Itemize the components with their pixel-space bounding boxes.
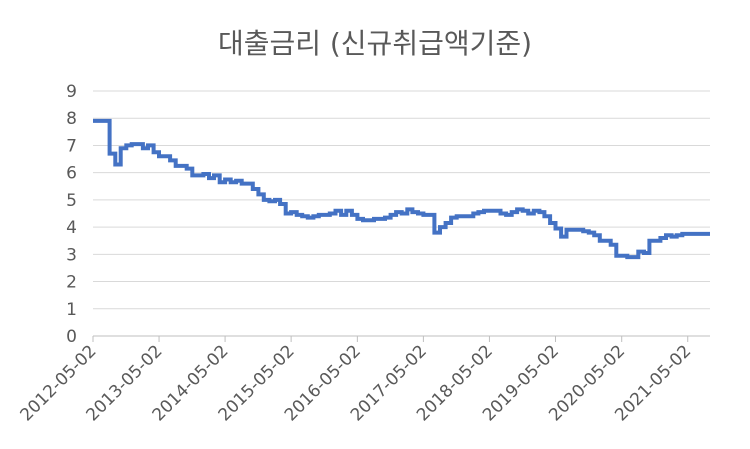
chart-title: 대출금리 (신규취급액기준) — [217, 27, 533, 60]
y-axis: 0 1 2 3 4 5 6 7 8 9 — [66, 82, 77, 347]
y-tick-label: 9 — [66, 82, 77, 102]
y-tick-label: 3 — [66, 245, 77, 265]
y-tick-label: 1 — [66, 300, 77, 320]
y-tick-label: 7 — [66, 136, 77, 156]
series-layer — [93, 118, 710, 260]
y-tick-label: 5 — [66, 191, 77, 211]
x-axis: 2012-05-022013-05-022014-05-022015-05-02… — [17, 336, 695, 425]
y-tick-label: 4 — [66, 218, 77, 238]
series-line — [93, 118, 710, 260]
y-tick-label: 8 — [66, 109, 77, 129]
grid-layer — [93, 90, 710, 337]
y-tick-label: 2 — [66, 273, 77, 293]
y-tick-label: 0 — [66, 327, 77, 347]
y-tick-label: 6 — [66, 164, 77, 184]
